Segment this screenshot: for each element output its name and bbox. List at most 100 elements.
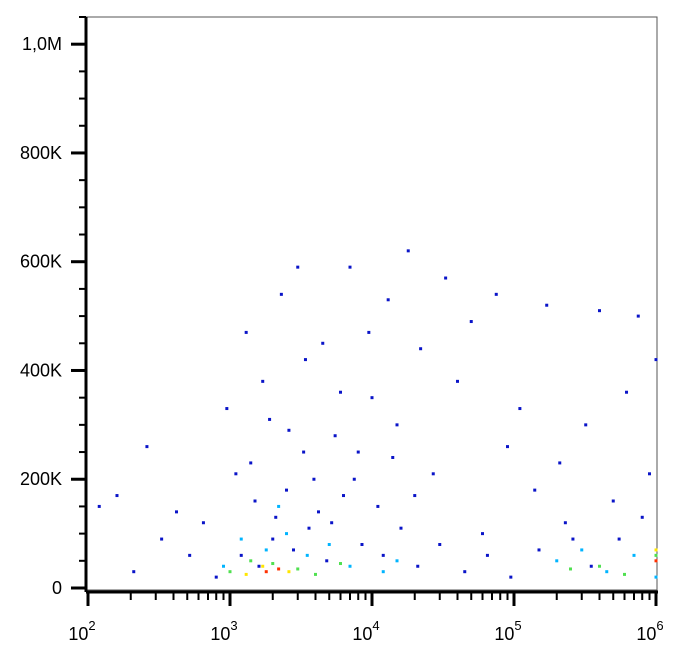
- point: [285, 488, 289, 492]
- point: [303, 358, 307, 362]
- point: [597, 309, 601, 313]
- point: [399, 526, 403, 530]
- y-tick-label: 200K: [20, 469, 62, 489]
- point: [617, 537, 621, 541]
- point: [97, 504, 101, 508]
- point: [370, 396, 374, 400]
- x-tick-label: 102: [68, 618, 95, 644]
- point: [296, 567, 300, 571]
- x-tick-label: 104: [352, 618, 379, 644]
- point: [201, 521, 205, 525]
- point: [261, 379, 265, 383]
- point: [145, 445, 149, 449]
- x-tick-base: 10: [636, 624, 656, 644]
- point: [225, 407, 229, 411]
- point: [321, 341, 325, 345]
- point: [352, 477, 356, 481]
- point: [115, 494, 119, 498]
- point: [348, 564, 352, 568]
- point: [509, 575, 513, 579]
- point: [279, 292, 283, 296]
- point: [381, 553, 385, 557]
- x-tick-base: 10: [494, 624, 514, 644]
- point: [654, 358, 658, 362]
- point: [469, 320, 473, 324]
- x-tick-base: 10: [68, 624, 88, 644]
- y-tick-label: 400K: [20, 360, 62, 380]
- point: [391, 455, 395, 459]
- point: [338, 390, 342, 394]
- point: [291, 548, 295, 552]
- point: [376, 504, 380, 508]
- point: [244, 572, 248, 576]
- point: [444, 276, 448, 280]
- point: [228, 570, 232, 574]
- point: [605, 570, 609, 574]
- point: [333, 434, 337, 438]
- y-tick-label: 0: [52, 578, 62, 598]
- point: [555, 559, 559, 563]
- point: [271, 537, 275, 541]
- x-tick-exponent: 4: [372, 618, 379, 633]
- point: [569, 567, 573, 571]
- point: [395, 423, 399, 427]
- point: [463, 570, 467, 574]
- point: [356, 450, 360, 454]
- point: [381, 570, 385, 574]
- point: [584, 423, 588, 427]
- point: [348, 265, 352, 269]
- point: [317, 510, 321, 514]
- point: [302, 450, 306, 454]
- point: [239, 537, 243, 541]
- point: [271, 562, 275, 566]
- point: [264, 548, 268, 552]
- point: [222, 564, 226, 568]
- point: [654, 559, 658, 563]
- point: [307, 526, 311, 530]
- x-tick-label: 105: [494, 618, 521, 644]
- point: [506, 445, 510, 449]
- x-tick-exponent: 6: [656, 618, 663, 633]
- point: [494, 292, 498, 296]
- point: [313, 572, 317, 576]
- y-tick-label: 800K: [20, 143, 62, 163]
- point: [244, 330, 248, 334]
- point: [438, 542, 442, 546]
- point: [175, 510, 179, 514]
- point: [563, 521, 567, 525]
- point: [537, 548, 541, 552]
- plot-frame: [85, 16, 658, 591]
- point: [625, 390, 629, 394]
- point: [571, 537, 575, 541]
- point: [533, 488, 537, 492]
- point: [545, 303, 549, 307]
- x-tick-exponent: 5: [514, 618, 521, 633]
- x-tick-label: 106: [636, 618, 663, 644]
- x-tick-base: 10: [210, 624, 230, 644]
- point: [325, 559, 329, 563]
- point: [485, 553, 489, 557]
- point: [480, 532, 484, 536]
- point: [386, 298, 390, 302]
- point: [431, 472, 435, 476]
- point: [249, 461, 253, 465]
- point: [413, 494, 417, 498]
- point: [330, 521, 334, 525]
- point: [648, 472, 652, 476]
- point: [597, 564, 601, 568]
- point: [654, 553, 658, 557]
- point: [338, 562, 342, 566]
- point: [406, 249, 410, 253]
- point: [249, 559, 253, 563]
- x-tick-label: 103: [210, 618, 237, 644]
- point: [360, 542, 364, 546]
- point: [268, 417, 272, 421]
- point: [632, 553, 636, 557]
- x-tick-base: 10: [352, 624, 372, 644]
- point: [611, 499, 615, 503]
- point: [274, 515, 278, 519]
- y-tick-label: 1,0M: [22, 34, 62, 54]
- point: [277, 504, 281, 508]
- point: [277, 567, 281, 571]
